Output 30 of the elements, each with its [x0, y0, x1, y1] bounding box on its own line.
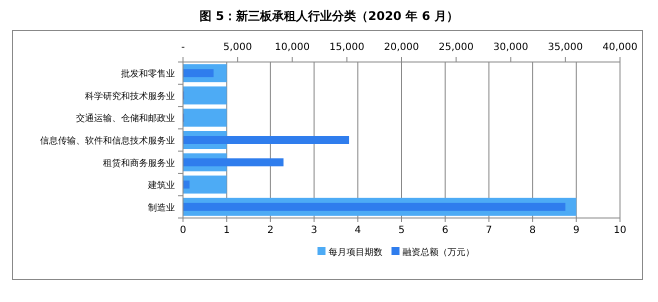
x-tick-label: 4: [354, 225, 361, 236]
x-tick-label: 7: [486, 225, 492, 236]
x-tick-label: 2: [267, 225, 274, 236]
x-tick-label: 3: [310, 225, 318, 236]
chart-title: 图 5：新三板承租人行业分类（2020 年 6 月）: [200, 9, 458, 23]
x-tick-label: 0: [180, 225, 186, 236]
x2-tick-label: 25,000: [438, 42, 474, 53]
x2-tick-label: -: [181, 42, 186, 53]
x-tick-label: 9: [573, 225, 580, 236]
x2-tick-label: 40,000: [602, 42, 638, 53]
y-tick-label: 制造业: [148, 202, 175, 214]
x-tick-label: 5: [398, 225, 405, 236]
y-tick-label: 交通运输、仓储和邮政业: [76, 113, 175, 124]
x2-tick-label: 15,000: [329, 42, 364, 53]
x-tick-label: 8: [529, 225, 536, 236]
y-tick-label: 租赁和商务服务业: [103, 158, 175, 169]
x2-tick-label: 5,000: [223, 42, 252, 53]
legend-label: 每月项目期数: [328, 247, 382, 258]
legend-label: 融资总额（万元）: [402, 247, 474, 258]
y-tick-label: 科学研究和技术服务业: [85, 90, 175, 102]
y-tick-label: 信息传输、软件和信息技术服务业: [40, 136, 175, 146]
x2-tick-label: 35,000: [548, 42, 583, 53]
x2-tick-label: 20,000: [384, 42, 419, 53]
x-tick-label: 10: [614, 225, 626, 236]
x-tick-label: 1: [224, 225, 230, 236]
x2-tick-label: 10,000: [274, 42, 310, 53]
x-tick-label: 6: [442, 225, 448, 236]
y-tick-label: 批发和零售业: [121, 68, 175, 80]
x2-tick-label: 30,000: [493, 42, 528, 53]
y-tick-label: 建筑业: [147, 180, 175, 192]
